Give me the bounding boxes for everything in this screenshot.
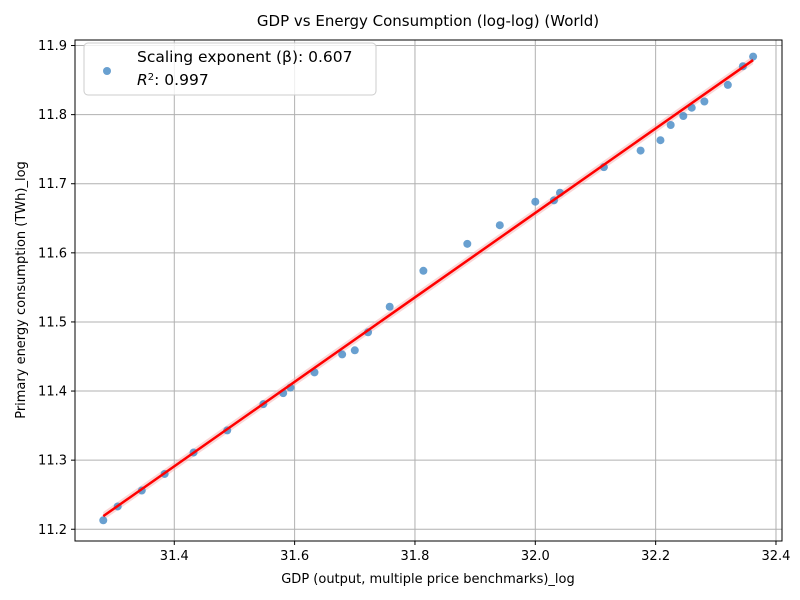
y-tick-label: 11.5 [38, 315, 67, 330]
x-tick-label: 32.0 [521, 549, 550, 564]
x-axis-label: GDP (output, multiple price benchmarks)_… [281, 572, 575, 587]
data-point [636, 146, 645, 155]
x-tick-label: 31.8 [400, 549, 429, 564]
plot-frame [74, 39, 783, 542]
x-tick-label: 31.6 [280, 549, 309, 564]
x-tick-label: 31.4 [160, 549, 189, 564]
legend-marker [103, 67, 111, 75]
data-point [666, 120, 675, 129]
data-point [338, 350, 347, 359]
x-axis-ticks: 31.4 31.6 31.8 32.0 32.2 32.4 [160, 541, 791, 564]
y-axis-label: Primary energy consumption (TWh)_log [14, 161, 29, 419]
chart-title: GDP vs Energy Consumption (log-log) (Wor… [257, 12, 599, 30]
legend: Scaling exponent (β): 0.607 R2: 0.997 [83, 42, 377, 96]
y-tick-label: 11.7 [38, 177, 67, 192]
y-tick-label: 11.9 [38, 39, 67, 54]
y-tick-label: 11.2 [38, 523, 67, 538]
y-tick-label: 11.3 [38, 454, 67, 469]
data-point [350, 346, 359, 355]
fit-line-group [102, 59, 754, 518]
r2-value: : 0.997 [154, 71, 209, 89]
fit-line [102, 59, 754, 518]
y-tick-label: 11.6 [38, 246, 67, 261]
data-point [419, 266, 428, 275]
legend-box [83, 42, 377, 96]
data-point [679, 112, 688, 121]
grid [75, 40, 782, 541]
data-point [749, 52, 758, 61]
data-point [495, 221, 504, 230]
data-point [463, 239, 472, 248]
y-axis-ticks: 11.2 11.3 11.4 11.5 11.6 11.7 11.8 11.9 [38, 39, 75, 538]
data-point [723, 80, 732, 89]
data-point [385, 302, 394, 311]
data-point [700, 97, 709, 106]
data-point [531, 197, 540, 206]
x-tick-label: 32.4 [762, 549, 791, 564]
y-tick-label: 11.8 [38, 108, 67, 123]
y-tick-label: 11.4 [38, 385, 67, 400]
r2-symbol: R [137, 71, 148, 89]
data-point [99, 516, 108, 525]
legend-label-r2: R2: 0.997 [137, 71, 209, 89]
data-point [656, 136, 665, 145]
r2-superscript: 2 [148, 72, 154, 83]
legend-label-exponent: Scaling exponent (β): 0.607 [137, 48, 353, 66]
x-tick-label: 32.2 [641, 549, 670, 564]
